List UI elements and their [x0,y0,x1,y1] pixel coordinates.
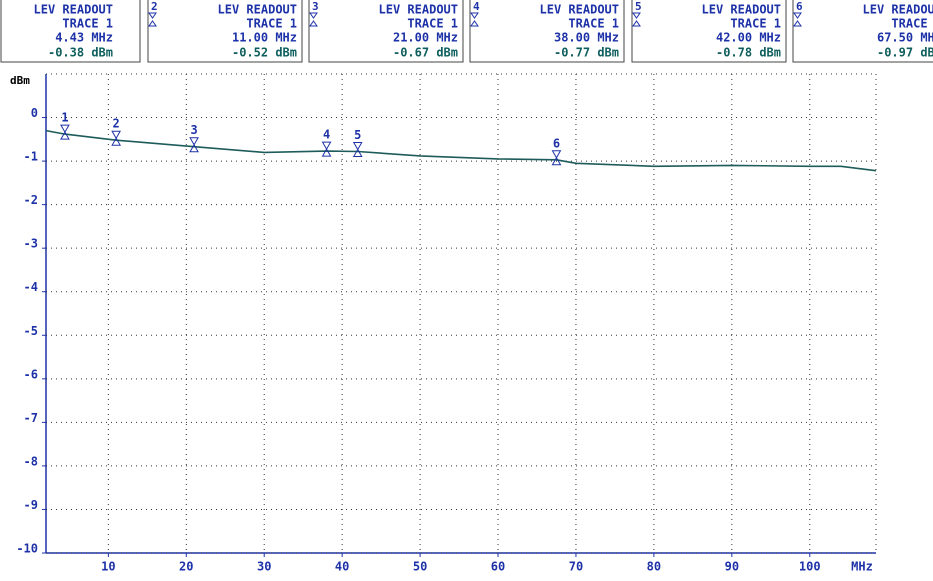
x-tick-label: 100 [799,560,821,574]
readout-frequency: 11.00 MHz [232,31,297,45]
readout-level: -0.67 dBm [393,46,458,60]
marker-symbol [60,124,70,140]
readout-symbol [309,12,318,27]
readout-symbol [793,12,802,27]
x-tick-label: 50 [413,560,427,574]
marker-symbol [551,150,562,166]
x-tick-label: 40 [335,560,349,574]
readout-frequency: 21.00 MHz [393,31,458,45]
readout-frequency: 67.50 MHz [877,31,933,45]
x-axis-label: MHz [851,560,873,574]
readout-frequency: 38.00 MHz [554,31,619,45]
readout-title: LEV READOUT [702,3,781,17]
marker-number: 1 [61,111,68,125]
y-tick-label: -2 [24,193,38,207]
readout-title: LEV READOUT [863,3,933,17]
readout-number: 6 [796,0,803,13]
y-tick-label: -1 [24,150,38,164]
y-tick-label: -10 [16,542,38,556]
readout-frequency: 42.00 MHz [716,31,781,45]
readout-box [792,0,933,63]
readout-box [308,0,464,63]
readout-title: LEV READOUT [379,3,458,17]
y-tick-label: -8 [24,454,38,468]
marker-symbol [321,141,332,157]
y-tick-label: -9 [24,498,38,512]
readout-symbol [632,12,641,27]
x-tick-label: 70 [569,560,583,574]
readout-trace: TRACE 1 [568,17,619,31]
readout-box [469,0,625,63]
readout-trace: TRACE 1 [407,17,458,31]
marker-symbol [111,130,122,146]
marker-number: 6 [553,136,560,150]
y-tick-label: 0 [31,106,38,120]
readout-level: -0.97 dBm [877,46,933,60]
readout-number: 2 [151,0,158,13]
marker-number: 5 [354,128,361,142]
readout-box [0,0,141,63]
readout-frequency: 4.43 MHz [55,31,113,45]
readout-level: -0.78 dBm [716,46,781,60]
readout-trace: TRACE 1 [891,17,933,31]
x-tick-label: 60 [491,560,505,574]
readout-symbol [470,12,479,27]
y-tick-label: -5 [24,324,38,338]
readout-level: -0.38 dBm [48,46,113,60]
readout-trace: TRACE 1 [246,17,297,31]
x-tick-label: 90 [725,560,739,574]
y-tick-label: -4 [24,280,38,294]
y-tick-label: -7 [24,411,38,425]
readout-title: LEV READOUT [34,3,113,17]
marker-number: 4 [323,128,330,142]
readout-symbol [148,12,157,27]
readout-level: -0.52 dBm [232,46,297,60]
readout-number: 5 [635,0,642,13]
readout-level: -0.77 dBm [554,46,619,60]
readout-box [631,0,787,63]
readout-trace: TRACE 1 [730,17,781,31]
x-tick-label: 30 [257,560,271,574]
readout-title: LEV READOUT [218,3,297,17]
readout-box [147,0,303,63]
x-tick-label: 10 [101,560,115,574]
readout-trace: TRACE 1 [62,17,113,31]
marker-number: 3 [190,123,197,137]
readout-number: 4 [473,0,480,13]
marker-symbol [352,142,363,158]
trace [45,129,877,172]
marker-number: 2 [113,117,120,131]
readout-number: 3 [312,0,319,13]
marker-symbol [189,137,199,153]
y-tick-label: -6 [24,367,38,381]
x-tick-label: 20 [179,560,193,574]
y-tick-label: -3 [24,237,38,251]
y-axis-label: dBm [10,74,30,87]
x-tick-label: 80 [647,560,661,574]
readout-title: LEV READOUT [540,3,619,17]
